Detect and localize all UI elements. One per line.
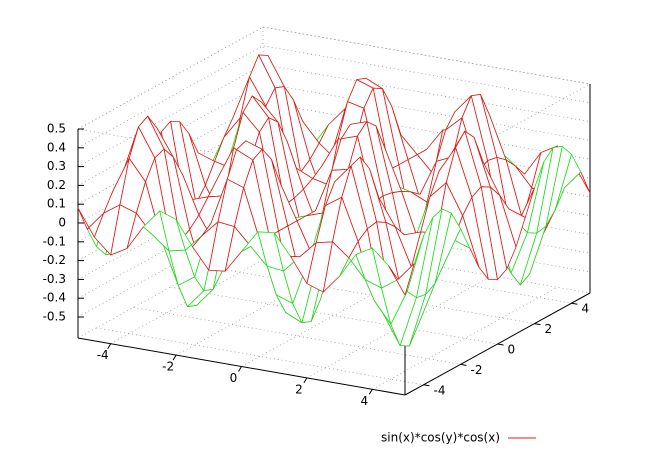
z-tick-label: -0.5 [43, 310, 66, 324]
x-tick-label: -2 [162, 360, 174, 374]
x-tick [303, 377, 308, 384]
x-tick-label: -4 [97, 348, 109, 362]
y-tick [497, 343, 504, 346]
x-tick [368, 389, 373, 395]
legend-label: sin(x)*cos(y)*cos(x) [381, 431, 500, 445]
grid-line [207, 266, 535, 324]
z-tick-label: 0.5 [47, 122, 66, 136]
surface-cell [388, 263, 415, 296]
z-tick-label: -0.1 [43, 234, 66, 248]
x-tick [172, 354, 177, 361]
grid-line [372, 286, 558, 390]
z-tick-label: 0.3 [47, 159, 66, 173]
grid-line [244, 245, 572, 304]
legend: sin(x)*cos(y)*cos(x) [381, 431, 536, 445]
box-edge [262, 235, 591, 294]
grid-line [306, 275, 493, 379]
grid-line [133, 307, 461, 365]
y-tick [423, 384, 430, 387]
z-tick-label: 0.2 [47, 178, 66, 192]
z-tick-label: -0.2 [43, 253, 66, 267]
box-edge [262, 26, 591, 85]
grid-line [77, 45, 591, 149]
y-tick-label: -4 [434, 383, 446, 397]
y-tick [534, 323, 541, 326]
grid-line [77, 26, 591, 130]
z-tick-label: -0.3 [43, 272, 66, 286]
grid-line [96, 327, 424, 386]
grid-line [170, 286, 498, 345]
y-tick [571, 302, 578, 305]
y-tick-label: 2 [545, 322, 553, 336]
y-tick [460, 363, 467, 366]
z-tick-label: 0 [58, 216, 66, 230]
z-tick-label: 0.1 [47, 197, 66, 211]
x-tick [238, 366, 242, 372]
x-tick-label: 2 [295, 382, 303, 396]
y-tick-label: -2 [471, 363, 483, 377]
x-tick [107, 343, 112, 349]
x-tick-label: 0 [230, 371, 238, 385]
y-tick-label: 0 [508, 343, 516, 357]
y-tick-label: 4 [582, 302, 590, 316]
z-tick-label: 0.4 [47, 140, 66, 154]
box-edge [404, 83, 591, 187]
x-tick-label: 4 [360, 394, 368, 408]
z-tick-label: -0.4 [43, 291, 66, 305]
